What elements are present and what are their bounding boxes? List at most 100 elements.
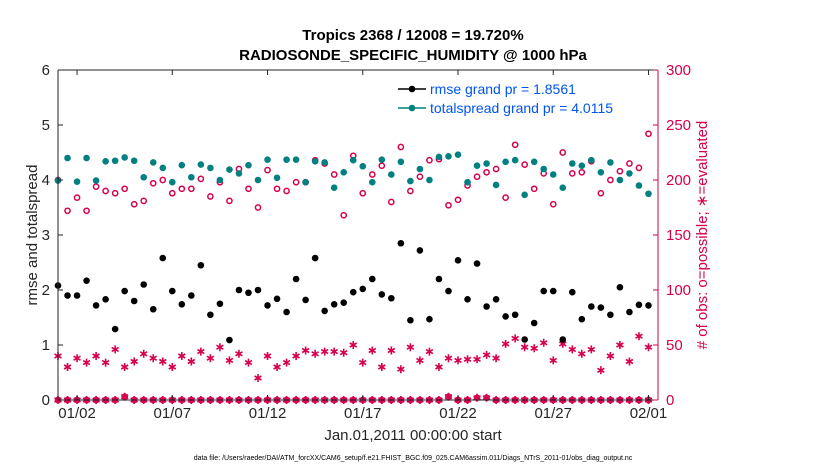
rmse-point-14 [188, 292, 195, 299]
rmse-point-56 [588, 303, 595, 310]
obs-possible-point-32 [359, 189, 367, 197]
data-file-footer: data file: /Users/raeder/DAI/ATM_forcXX/… [194, 455, 633, 462]
spread-point-17 [216, 176, 224, 184]
spread-point-2 [73, 178, 81, 185]
spread-point-1 [64, 154, 71, 162]
rmse-point-39 [426, 315, 433, 323]
rmse-point-29 [330, 301, 338, 308]
rmse-point-40 [435, 275, 443, 283]
spread-point-20 [245, 161, 252, 169]
rmse-point-15 [197, 261, 205, 269]
obs-possible-point-18 [226, 197, 233, 205]
obs-possible-point-20 [245, 185, 252, 193]
rmse-point-34 [378, 291, 386, 298]
rmse-point-21 [254, 286, 262, 294]
rmse-point-19 [235, 286, 243, 294]
rmse-point-33 [368, 275, 376, 283]
x-axis-label: Jan.01,2011 00:00:00 start [324, 427, 502, 444]
rmse-point-13 [178, 301, 186, 308]
rmse-point-35 [388, 294, 395, 302]
y-left-tick-label-0: 0 [42, 392, 50, 409]
chart-ticks: 01/02 01/07 01/12 01/17 01/22 01/27 02/0101234… [42, 62, 691, 422]
obs-possible-point-12 [168, 189, 176, 197]
spread-point-30 [340, 169, 348, 176]
obs-possible-point-9 [140, 197, 148, 205]
rmse-point-43 [464, 296, 471, 303]
obs-possible-point-4 [92, 183, 100, 190]
rmse-point-45 [483, 303, 490, 310]
spread-point-13 [178, 161, 186, 169]
obs-possible-point-29 [330, 171, 338, 178]
rmse-point-57 [597, 304, 605, 311]
rmse-point-52 [549, 287, 557, 295]
obs-possible-point-45 [483, 168, 490, 176]
spread-point-10 [149, 159, 157, 166]
y-axis-right-label: # of obs: o=possible; ∗=evaluated [694, 121, 711, 350]
spread-point-43 [464, 178, 471, 186]
y-right-tick-label-6: 300 [666, 62, 691, 79]
obs-possible-point-55 [578, 168, 586, 176]
rmse-point-8 [130, 297, 138, 305]
rmse-point-38 [416, 247, 424, 254]
obs-possible-point-8 [130, 200, 138, 208]
x-tick-label-0: 01/02 [58, 405, 96, 422]
rmse-point-47 [502, 313, 509, 320]
rmse-point-32 [359, 285, 367, 293]
spread-point-54 [568, 160, 576, 167]
x-tick-label-6: 02/01 [630, 405, 668, 422]
spread-point-45 [483, 160, 490, 167]
obs-possible-point-22 [264, 166, 271, 174]
obs-possible-point-41 [445, 201, 452, 209]
spread-point-40 [435, 153, 443, 161]
x-tick-label-4: 01/22 [439, 405, 477, 422]
spread-point-32 [359, 162, 367, 170]
baseline-possible-point-7 [121, 393, 129, 401]
obs-possible-point-54 [568, 170, 576, 177]
spread-point-44 [473, 162, 481, 169]
obs-possible-point-15 [197, 175, 205, 183]
obs-possible-point-44 [473, 173, 481, 181]
y-right-tick-label-1: 50 [666, 337, 683, 354]
spread-point-7 [121, 154, 128, 161]
rmse-point-6 [111, 325, 119, 333]
obs-possible-point-3 [83, 207, 90, 215]
rmse-point-30 [340, 299, 348, 306]
obs-possible-point-59 [616, 167, 624, 175]
baseline-possible-point-41 [445, 393, 452, 401]
spread-point-58 [607, 159, 614, 166]
obs-possible-point-48 [511, 141, 519, 149]
plot-area [58, 70, 658, 400]
spread-point-59 [616, 176, 624, 184]
rmse-point-16 [207, 311, 214, 319]
spread-point-50 [530, 158, 538, 166]
rmse-point-54 [568, 288, 576, 296]
y-right-tick-label-3: 150 [666, 227, 691, 244]
rmse-point-10 [149, 305, 157, 313]
obs-possible-point-24 [283, 187, 290, 195]
spread-point-46 [492, 181, 500, 189]
legend-spread-label: totalspread grand pr = 4.0115 [430, 100, 613, 116]
y-right-tick-label-0: 0 [666, 392, 674, 409]
obs-possible-point-35 [387, 198, 395, 206]
spread-point-11 [159, 164, 167, 172]
rmse-point-4 [92, 302, 100, 309]
spread-point-18 [226, 166, 233, 173]
chart-title: Tropics 2368 / 12008 = 19.720% [302, 27, 523, 44]
spread-point-55 [578, 162, 586, 169]
spread-point-60 [626, 170, 633, 177]
x-tick-label-5: 01/27 [534, 405, 572, 422]
spread-point-51 [540, 165, 548, 173]
rmse-point-50 [530, 319, 538, 327]
spread-point-62 [645, 190, 652, 198]
rmse-point-26 [302, 296, 309, 304]
obs-possible-point-61 [635, 164, 643, 172]
obs-possible-point-23 [273, 185, 281, 193]
spread-point-21 [254, 176, 262, 184]
spread-point-16 [207, 164, 214, 172]
spread-point-14 [188, 173, 195, 181]
rmse-point-36 [397, 239, 405, 247]
rmse-point-28 [321, 307, 328, 315]
rmse-point-41 [445, 287, 452, 295]
spread-point-24 [283, 156, 290, 163]
